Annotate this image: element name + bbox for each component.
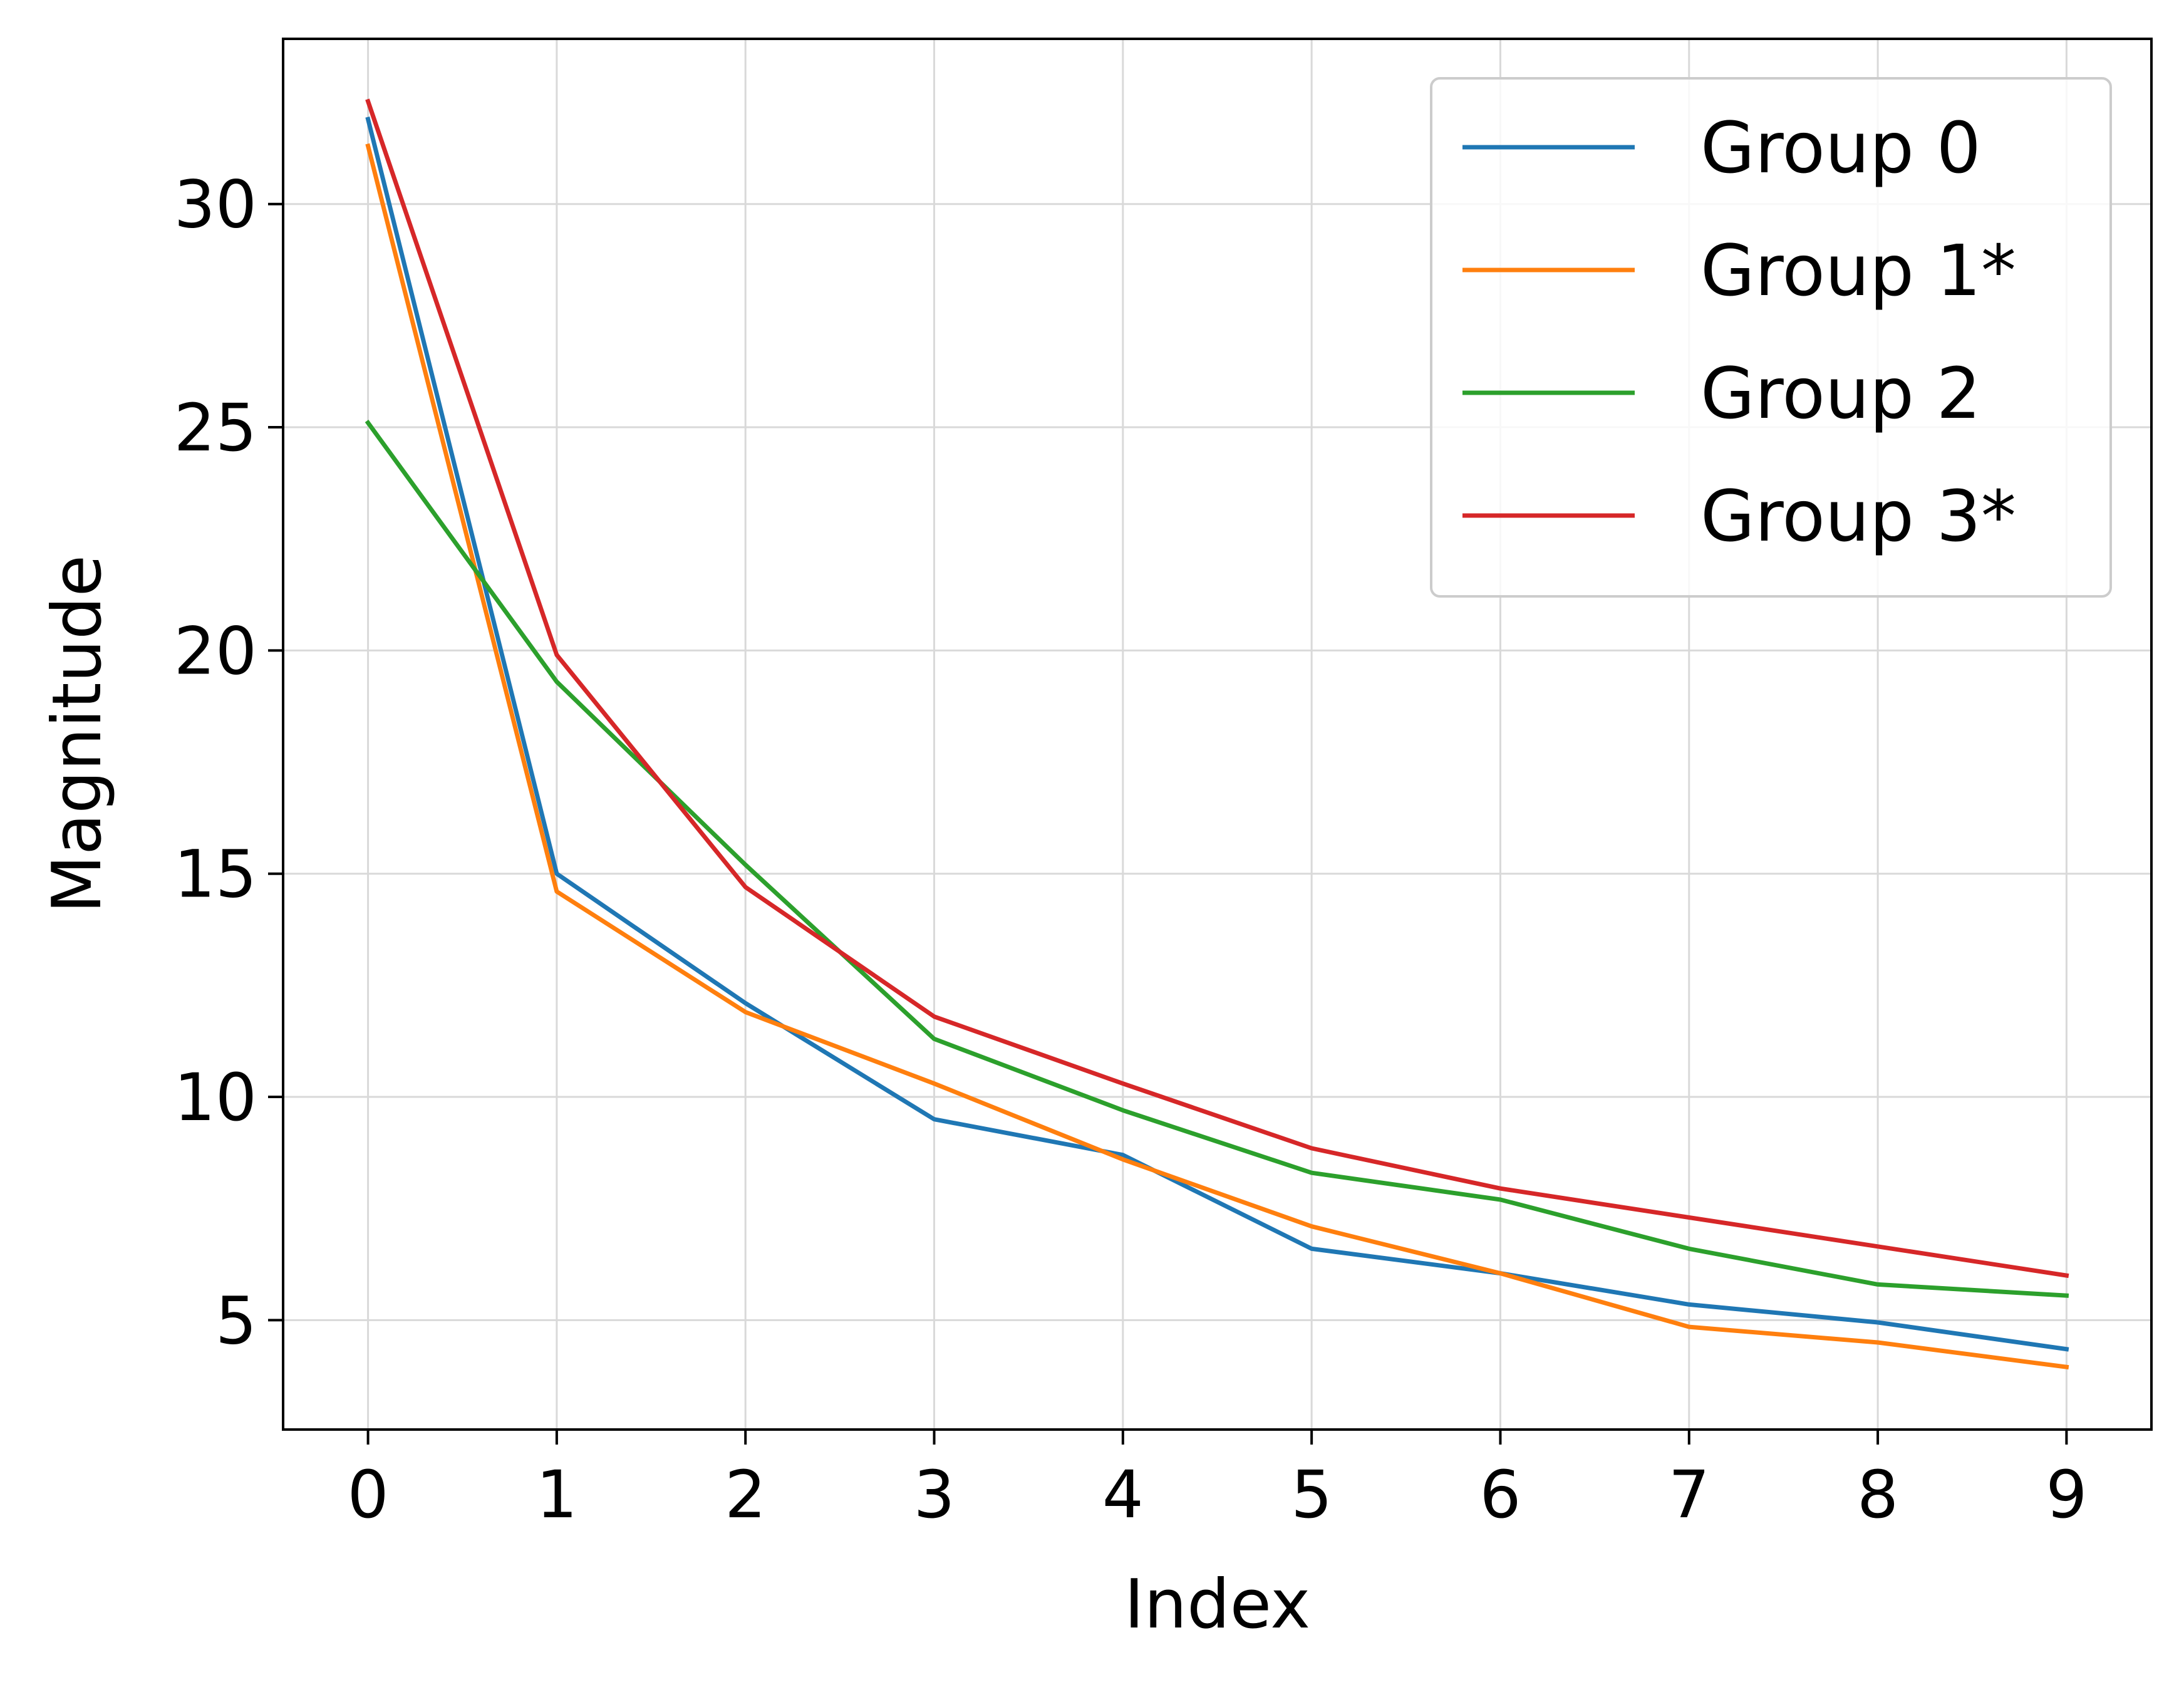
legend-label: Group 0	[1700, 108, 1981, 189]
series-line-group-1	[365, 143, 2069, 1370]
legend-items: Group 0 Group 1* Group 2 Group 3*	[1462, 108, 2016, 558]
plot-lines	[365, 98, 2069, 1370]
x-tick-label: 4	[1102, 1456, 1144, 1533]
x-tick-label: 7	[1669, 1456, 1710, 1533]
x-tick-label: 2	[725, 1456, 766, 1533]
y-axis-ticks: 5 10 15 20 25 30	[174, 167, 283, 1359]
x-tick-label: 1	[536, 1456, 577, 1533]
x-tick-label: 0	[348, 1456, 389, 1533]
x-axis-ticks: 0 1 2 3 4 5 6 7 8 9	[348, 1430, 2087, 1533]
legend: Group 0 Group 1* Group 2 Group 3*	[1430, 77, 2112, 598]
y-tick-label: 5	[215, 1282, 257, 1359]
legend-label: Group 1*	[1700, 231, 2016, 312]
x-axis-label: Index	[1124, 1565, 1310, 1644]
series-line-group-3	[365, 98, 2069, 1279]
x-tick-label: 8	[1857, 1456, 1898, 1533]
legend-label: Group 2	[1700, 353, 1981, 435]
y-tick-label: 10	[174, 1059, 257, 1136]
y-tick-label: 15	[174, 836, 257, 913]
x-tick-label: 9	[2046, 1456, 2087, 1533]
y-axis-label: Magnitude	[38, 555, 116, 913]
series-line-group-0	[365, 117, 2069, 1352]
legend-box	[1430, 77, 2112, 598]
y-tick-label: 20	[174, 613, 257, 689]
legend-label: Group 3*	[1700, 476, 2016, 558]
x-tick-label: 6	[1479, 1456, 1521, 1533]
x-tick-label: 3	[913, 1456, 955, 1533]
x-tick-label: 5	[1291, 1456, 1332, 1533]
y-tick-label: 25	[174, 390, 257, 466]
plot-frame	[282, 38, 2153, 1431]
y-tick-label: 30	[174, 167, 257, 243]
